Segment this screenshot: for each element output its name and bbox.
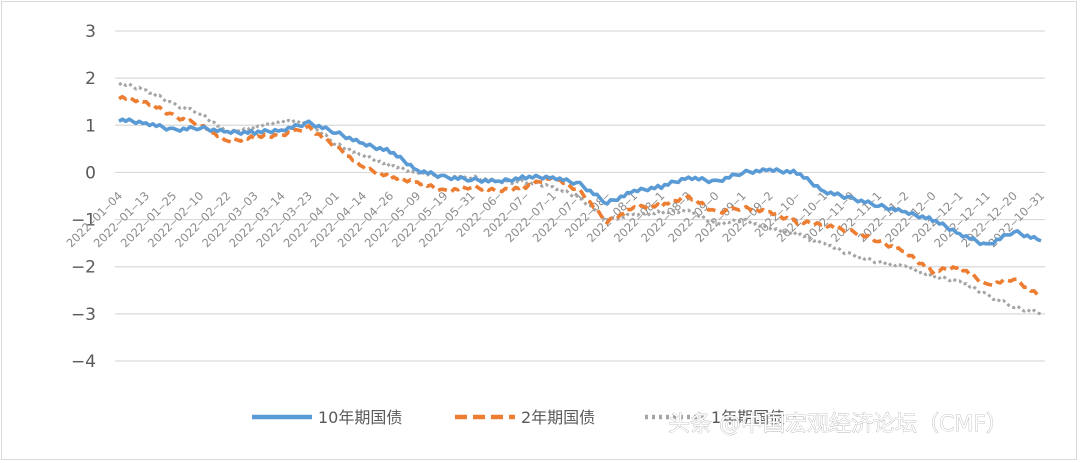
y-tick-label: 1 [85,116,96,136]
gridlines [115,30,1045,362]
series-lines [118,81,1043,316]
y-tick-label: −4 [71,352,96,372]
series-line [118,117,1042,247]
legend: 10年期国债 2年期国债 1年期国债 [252,408,785,427]
x-axis-ticks: 2022‒01‒042022‒01‒132022‒01‒252022‒02‒10… [63,189,1047,251]
series-line [118,81,1042,316]
y-axis-ticks: 3 2 1 0 −1 −2 −3 −4 [71,22,96,372]
y-tick-label: 3 [85,22,96,42]
y-tick-label: −3 [71,305,96,325]
y-tick-label: 0 [85,163,96,183]
y-tick-label: −1 [71,211,96,231]
y-tick-label: −2 [71,258,96,278]
legend-label: 10年期国债 [318,408,402,427]
y-tick-label: 2 [85,69,96,89]
watermark-text: 头条 @中国宏观经济论坛（CMF） [668,412,1008,437]
legend-label: 1年期国债 [711,408,785,427]
legend-label: 2年期国债 [521,408,595,427]
series-line [118,94,1043,299]
